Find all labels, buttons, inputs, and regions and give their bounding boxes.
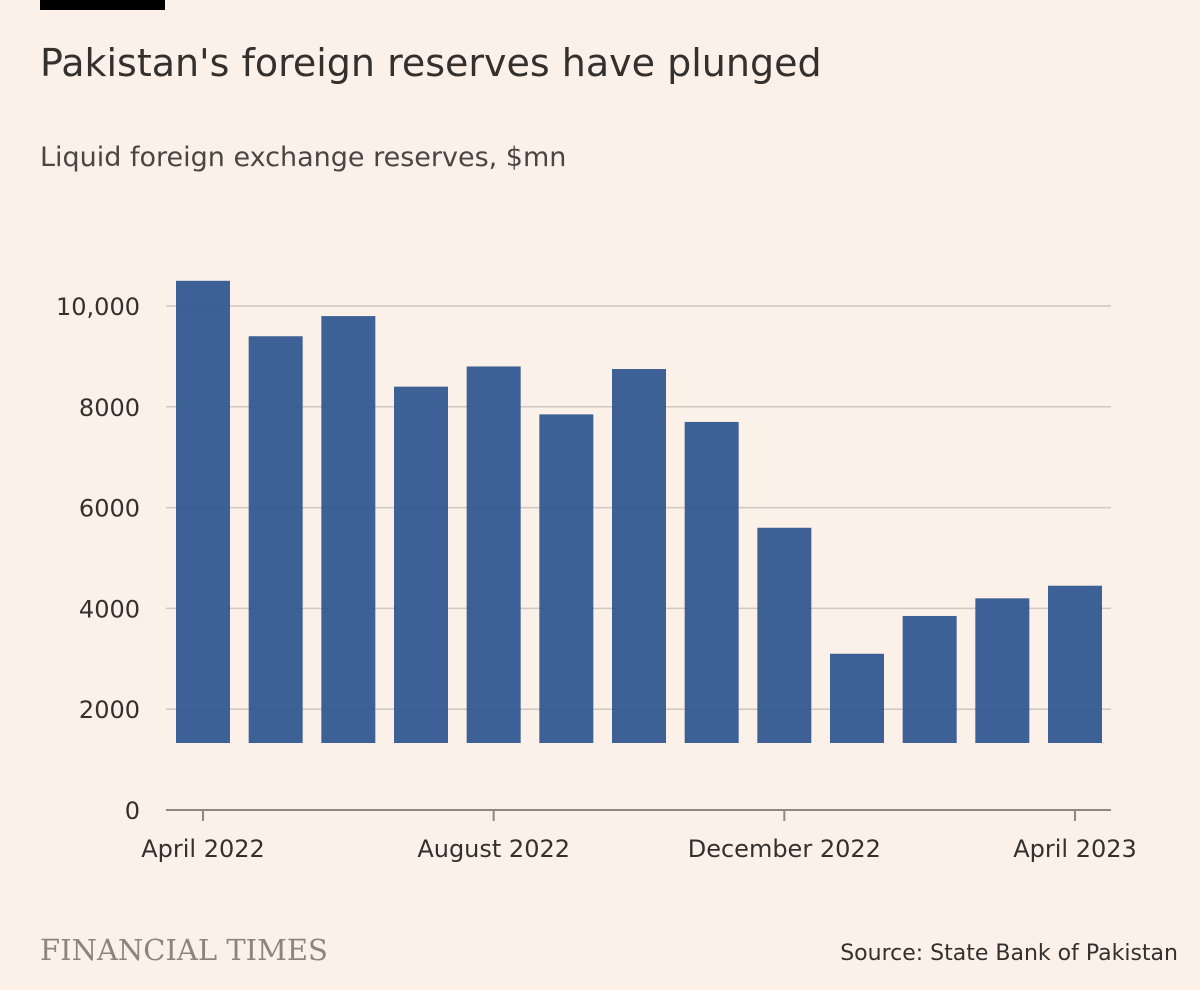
x-tick-label: April 2022 [141, 835, 265, 863]
y-tick-label: 6000 [79, 495, 140, 523]
x-tick-label: August 2022 [417, 835, 570, 863]
bar-chart: 0 2000 4000 6000 8000 10,000 April 2022 August… [56, 280, 1137, 863]
y-tick-labels: 0 2000 4000 6000 8000 10,000 [56, 293, 140, 825]
y-tick-label: 4000 [79, 595, 140, 623]
source-note: Source: State Bank of Pakistan [840, 941, 1178, 966]
x-tick-label: December 2022 [688, 835, 881, 863]
bars [176, 280, 1102, 743]
bar-2022-06 [321, 316, 376, 743]
y-tick-label: 8000 [79, 394, 140, 422]
y-tick-label: 0 [125, 797, 140, 825]
bar-2023-04 [1048, 585, 1102, 743]
bar-2023-03 [975, 598, 1030, 743]
y-tick-label: 10,000 [56, 293, 140, 321]
ft-top-rule [40, 0, 165, 10]
bar-2022-04 [176, 280, 230, 743]
bar-2022-10 [612, 369, 666, 743]
chart-title: Pakistan's foreign reserves have plunged [40, 41, 822, 85]
chart-subtitle: Liquid foreign exchange reserves, $mn [40, 142, 567, 173]
financial-times-logo: FINANCIAL TIMES [40, 933, 328, 967]
x-tick-labels: April 2022 August 2022 December 2022 April … [141, 835, 1137, 863]
bar-2022-12 [757, 527, 812, 743]
bar-2022-07 [394, 386, 448, 743]
bar-2022-09 [539, 414, 594, 743]
bar-2022-08 [466, 366, 521, 743]
y-tick-label: 2000 [79, 696, 140, 724]
bar-2022-11 [684, 421, 739, 743]
x-tick-label: April 2023 [1013, 835, 1137, 863]
bar-2023-02 [902, 615, 957, 743]
x-axis [166, 809, 1111, 821]
bar-2022-05 [248, 336, 303, 743]
bar-2023-01 [830, 653, 884, 743]
